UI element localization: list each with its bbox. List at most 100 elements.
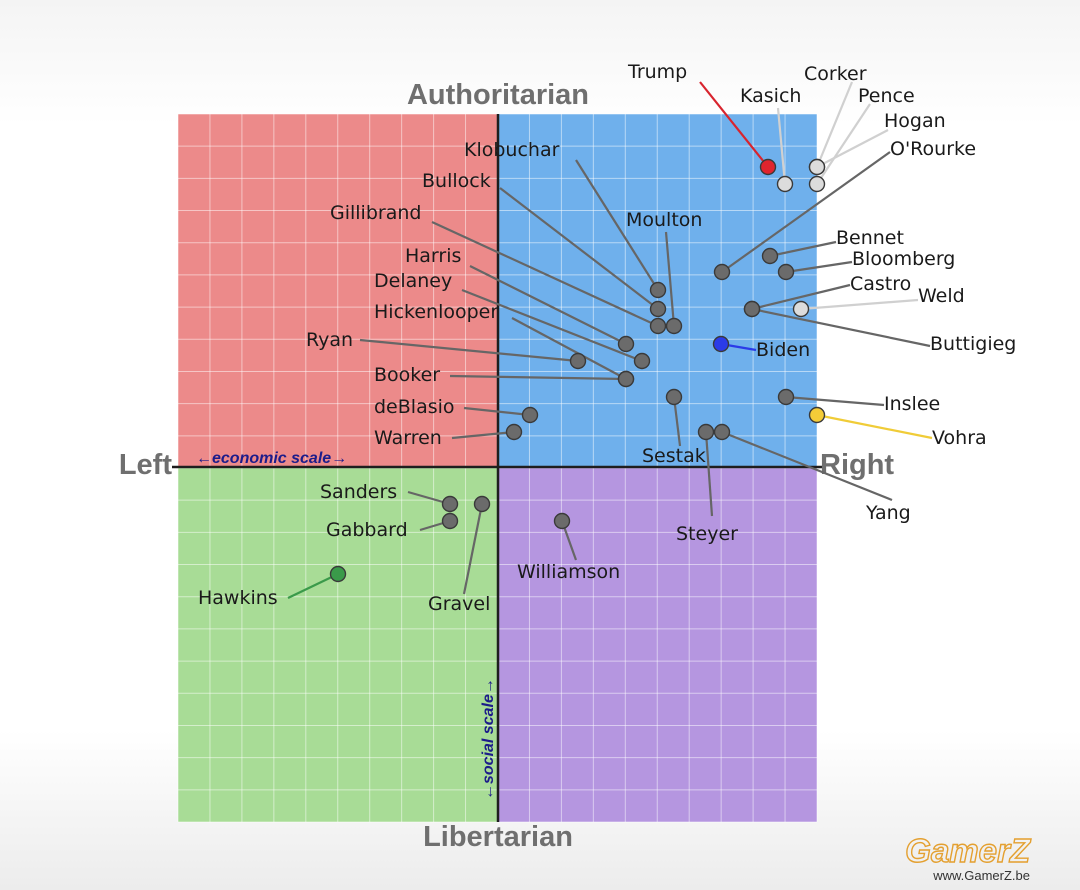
data-point-harris (617, 335, 635, 353)
data-point-kasich (776, 175, 794, 193)
data-point-bennet (761, 247, 779, 265)
leader-line-bullock (499, 187, 659, 310)
leader-line-hickenlooper (511, 317, 627, 380)
point-label-bullock: Bullock (422, 170, 491, 192)
point-label-trump: Trump (627, 61, 687, 83)
point-label-delaney: Delaney (374, 270, 452, 292)
leader-line-booker (449, 374, 627, 381)
social-scale-label: ←social scale→ (480, 678, 497, 800)
leader-line-warren (451, 430, 515, 440)
point-label-moulton: Moulton (626, 209, 702, 231)
data-point-williamson (553, 512, 571, 530)
point-label-corker: Corker (804, 63, 867, 85)
data-point-gillibrand (649, 317, 667, 335)
leader-line-steyer (704, 431, 714, 517)
data-point-buttigieg (743, 300, 761, 318)
data-point-warren (505, 423, 523, 441)
data-point-moulton (665, 317, 683, 335)
axis-title-left: Left (119, 449, 173, 481)
leader-line-trump (699, 81, 769, 168)
point-label-warren: Warren (374, 427, 442, 449)
point-label-hawkins: Hawkins (198, 587, 278, 609)
axis-title-bottom: Libertarian (423, 821, 573, 853)
data-point-vohra (808, 406, 826, 424)
economic-scale-label: ←economic scale→ (196, 450, 347, 467)
axes (172, 114, 822, 822)
data-point-gabbard (441, 512, 459, 530)
data-point-bullock (649, 300, 667, 318)
data-point-hogan (808, 158, 826, 176)
leader-line-kasich (776, 107, 787, 185)
leader-line-bloomberg (785, 260, 853, 274)
point-label-biden: Biden (756, 339, 810, 361)
point-label-harris: Harris (405, 245, 461, 267)
leader-line-corker (815, 81, 854, 168)
leader-line-buttigieg (751, 307, 931, 348)
point-label-steyer: Steyer (676, 523, 738, 545)
point-label-buttigieg: Buttigieg (930, 333, 1016, 355)
point-label-bennet: Bennet (836, 227, 904, 249)
data-point-weld (792, 300, 810, 318)
data-point-biden (712, 335, 730, 353)
point-label-williamson: Williamson (517, 561, 620, 583)
leader-line-bennet (769, 240, 837, 258)
point-label-o-rourke: O'Rourke (890, 138, 976, 160)
data-point-inslee (777, 388, 795, 406)
data-point-yang (713, 423, 731, 441)
point-label-gravel: Gravel (428, 593, 490, 615)
point-label-sestak: Sestak (642, 445, 706, 467)
point-label-booker: Booker (374, 364, 440, 386)
watermark-brand: GamerZ (905, 832, 1032, 869)
leader-lines (287, 81, 933, 599)
point-label-bloomberg: Bloomberg (852, 248, 955, 270)
point-label-yang: Yang (865, 502, 911, 524)
data-points (329, 158, 826, 583)
point-label-inslee: Inslee (884, 393, 940, 415)
leader-line-delaney (461, 288, 643, 363)
leader-line-ryan (359, 338, 579, 363)
leader-line-weld (800, 298, 919, 311)
point-label-klobuchar: Klobuchar (464, 139, 560, 161)
leader-line-hogan (816, 129, 889, 168)
leader-line-gillibrand (431, 221, 659, 327)
leader-line-pence (816, 103, 871, 185)
data-point-deblasio (521, 406, 539, 424)
watermark: GamerZ www.GamerZ.be (905, 831, 1033, 883)
data-point-trump (759, 158, 777, 176)
point-label-castro: Castro (850, 273, 911, 295)
leader-line-inslee (785, 395, 885, 407)
data-point-hawkins (329, 565, 347, 583)
point-label-sanders: Sanders (320, 481, 397, 503)
leader-line-gravel (462, 503, 484, 595)
leader-line-moulton (664, 231, 676, 327)
leader-line-harris (469, 265, 627, 345)
data-point-gravel (473, 495, 491, 513)
data-point-delaney (633, 352, 651, 370)
leader-line-sestak (672, 396, 682, 447)
leader-line-hawkins (287, 573, 339, 599)
point-label-ryan: Ryan (306, 329, 353, 351)
data-point-bloomberg (777, 263, 795, 281)
data-point-klobuchar (649, 281, 667, 299)
leader-line-yang (721, 430, 893, 502)
data-point-booker (617, 370, 635, 388)
point-label-gillibrand: Gillibrand (330, 202, 421, 224)
point-label-kasich: Kasich (740, 85, 801, 107)
data-point-pence (808, 175, 826, 193)
point-label-hogan: Hogan (884, 110, 946, 132)
leader-line-deblasio (463, 406, 531, 417)
point-label-vohra: Vohra (932, 427, 987, 449)
point-label-deblasio: deBlasio (374, 396, 455, 418)
data-point-o-rourke (713, 263, 731, 281)
data-point-sanders (441, 495, 459, 513)
leader-line-o-rourke (721, 151, 891, 273)
point-label-hickenlooper: Hickenlooper (374, 301, 498, 323)
data-point-sestak (665, 388, 683, 406)
leader-line-vohra (816, 413, 933, 440)
watermark-url: www.GamerZ.be (932, 868, 1030, 883)
point-label-weld: Weld (918, 285, 965, 307)
point-label-pence: Pence (858, 85, 915, 107)
data-point-steyer (697, 423, 715, 441)
